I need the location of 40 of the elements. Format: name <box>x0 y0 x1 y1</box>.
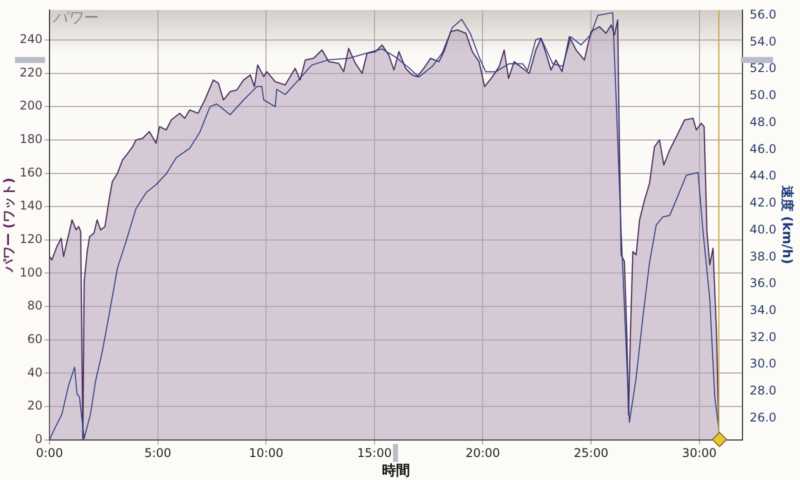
y-tick-label: 60 <box>27 332 43 346</box>
y2-tick-label: 42.0 <box>750 196 776 210</box>
chart-title: パワー <box>52 8 99 26</box>
y2-tick-label: 32.0 <box>750 330 776 344</box>
x-tick-label: 0:00 <box>36 446 63 460</box>
x-tick-label: 30:00 <box>682 446 717 460</box>
y-tick-label: 0 <box>34 432 43 446</box>
y-tick-label: 180 <box>20 132 43 146</box>
y2-tick-label: 48.0 <box>750 114 776 129</box>
y2-tick-label: 26.0 <box>750 410 776 424</box>
y-axis-title: パワー (ワット) <box>2 178 18 274</box>
y2-tick-label: 50.0 <box>750 88 776 102</box>
y2-tick-label: 44.0 <box>750 168 776 183</box>
y2-axis-title: 速度 (km/h) <box>778 186 795 264</box>
y-tick-label: 200 <box>20 98 43 113</box>
y-tick-label: 240 <box>20 32 43 46</box>
x-tick-label: 25:00 <box>574 446 608 460</box>
x-tick-label: 20:00 <box>465 446 500 460</box>
y2-tick-label: 54.0 <box>750 34 776 48</box>
x-axis-title: 時間 <box>382 463 410 480</box>
y-tick-label: 160 <box>20 165 43 180</box>
y2-tick-label: 52.0 <box>750 61 776 76</box>
y2-tick-label: 36.0 <box>750 276 776 290</box>
y2-tick-label: 40.0 <box>750 222 776 236</box>
y2-tick-label: 38.0 <box>750 249 776 264</box>
y-tick-label: 220 <box>20 65 43 80</box>
y2-tick-label: 56.0 <box>750 8 776 22</box>
y2-tick-label: 28.0 <box>750 384 776 398</box>
x-tick-label: 10:00 <box>248 446 284 460</box>
y-tick-label: 100 <box>20 265 43 280</box>
y-tick-label: 140 <box>20 198 43 213</box>
y-tick-label: 120 <box>20 232 43 246</box>
x-tick-label: 15:00 <box>357 446 392 460</box>
y2-tick-label: 34.0 <box>750 302 776 317</box>
y2-tick-label: 30.0 <box>750 356 776 371</box>
y-tick-label: 40 <box>27 365 43 380</box>
y-tick-label: 80 <box>27 298 43 313</box>
y-tick-label: 20 <box>27 398 43 413</box>
y2-tick-label: 46.0 <box>750 142 776 156</box>
x-tick-label: 5:00 <box>144 446 172 460</box>
